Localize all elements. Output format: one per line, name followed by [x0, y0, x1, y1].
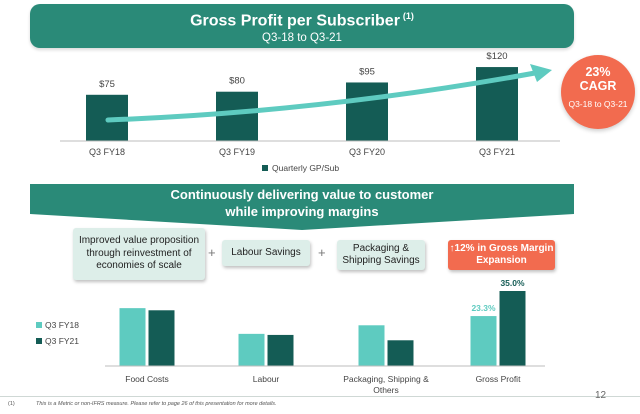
cost-legend-swatch — [36, 338, 42, 344]
title-banner: Gross Profit per Subscriber (1) Q3-18 to … — [30, 4, 574, 48]
plus-icon: + — [318, 245, 326, 260]
cagr-value: 23% CAGR — [561, 65, 635, 93]
cost-bar — [119, 308, 146, 366]
cagr-badge: 23% CAGR Q3-18 to Q3-21 — [561, 55, 635, 129]
cost-bar — [148, 310, 175, 366]
banner-line-1: Continuously delivering value to custome… — [170, 187, 434, 202]
cost-bar — [470, 316, 497, 366]
cost-x-tick: Packaging, Shipping & — [343, 374, 429, 384]
gp-x-tick: Q3 FY19 — [219, 147, 255, 157]
value-banner-arrow — [30, 214, 574, 230]
gp-legend-swatch — [262, 165, 268, 171]
cost-bar — [358, 325, 385, 366]
cost-bar — [387, 340, 414, 366]
footnote-number: (1) — [8, 401, 15, 407]
value-banner-text: Continuously delivering value to custome… — [30, 186, 574, 220]
driver-packaging-savings: Packaging & Shipping Savings — [337, 240, 425, 270]
gp-bar-value: $75 — [99, 79, 115, 90]
gp-bar-value: $80 — [229, 76, 245, 87]
cost-bar-value: 35.0% — [500, 278, 525, 288]
cagr-percent: 23% — [585, 65, 611, 79]
trend-arrow-head-icon — [530, 64, 552, 82]
gp-bar — [346, 82, 388, 141]
footnote-text: This is a Metric or non-IFRS measure. Pl… — [36, 401, 277, 407]
cost-x-tick: Others — [373, 385, 399, 395]
gp-legend-label: Quarterly GP/Sub — [272, 163, 339, 173]
gp-x-tick: Q3 FY18 — [89, 147, 125, 157]
cost-x-tick: Labour — [253, 374, 280, 384]
page-title: Gross Profit per Subscriber (1) — [30, 11, 574, 30]
gp-bar-value: $95 — [359, 66, 375, 77]
banner-line-2: while improving margins — [225, 204, 379, 219]
trend-arrow-line — [105, 70, 538, 123]
gp-x-tick: Q3 FY20 — [349, 147, 385, 157]
gp-x-tick: Q3 FY21 — [479, 147, 515, 157]
gp-bar — [216, 91, 258, 141]
gp-bar-value: $120 — [486, 51, 507, 62]
margin-expansion-badge: ↑12% in Gross Margin Expansion — [448, 240, 555, 270]
cost-legend-swatch — [36, 322, 42, 328]
cagr-label: CAGR — [579, 79, 617, 93]
driver-labour-savings: Labour Savings — [222, 240, 310, 266]
cost-x-tick: Food Costs — [125, 374, 168, 384]
plus-icon: + — [208, 245, 216, 260]
cost-bar — [499, 291, 526, 366]
page-number: 12 — [595, 390, 607, 401]
title-footnote-ref: (1) — [402, 11, 414, 21]
driver-improved-value: Improved value proposition through reinv… — [73, 228, 205, 280]
cost-x-tick: Gross Profit — [476, 374, 522, 384]
cost-bar — [238, 333, 265, 366]
page-subtitle: Q3-18 to Q3-21 — [262, 32, 342, 44]
cost-bar-value: 23.3% — [471, 303, 496, 313]
footer-divider — [0, 396, 640, 397]
cagr-period: Q3-18 to Q3-21 — [568, 99, 628, 109]
title-label: Gross Profit per Subscriber — [190, 12, 400, 30]
cost-bar — [267, 334, 294, 366]
cost-legend-label: Q3 FY18 — [45, 320, 79, 330]
cost-legend-label: Q3 FY21 — [45, 336, 79, 346]
value-banner — [30, 184, 574, 214]
